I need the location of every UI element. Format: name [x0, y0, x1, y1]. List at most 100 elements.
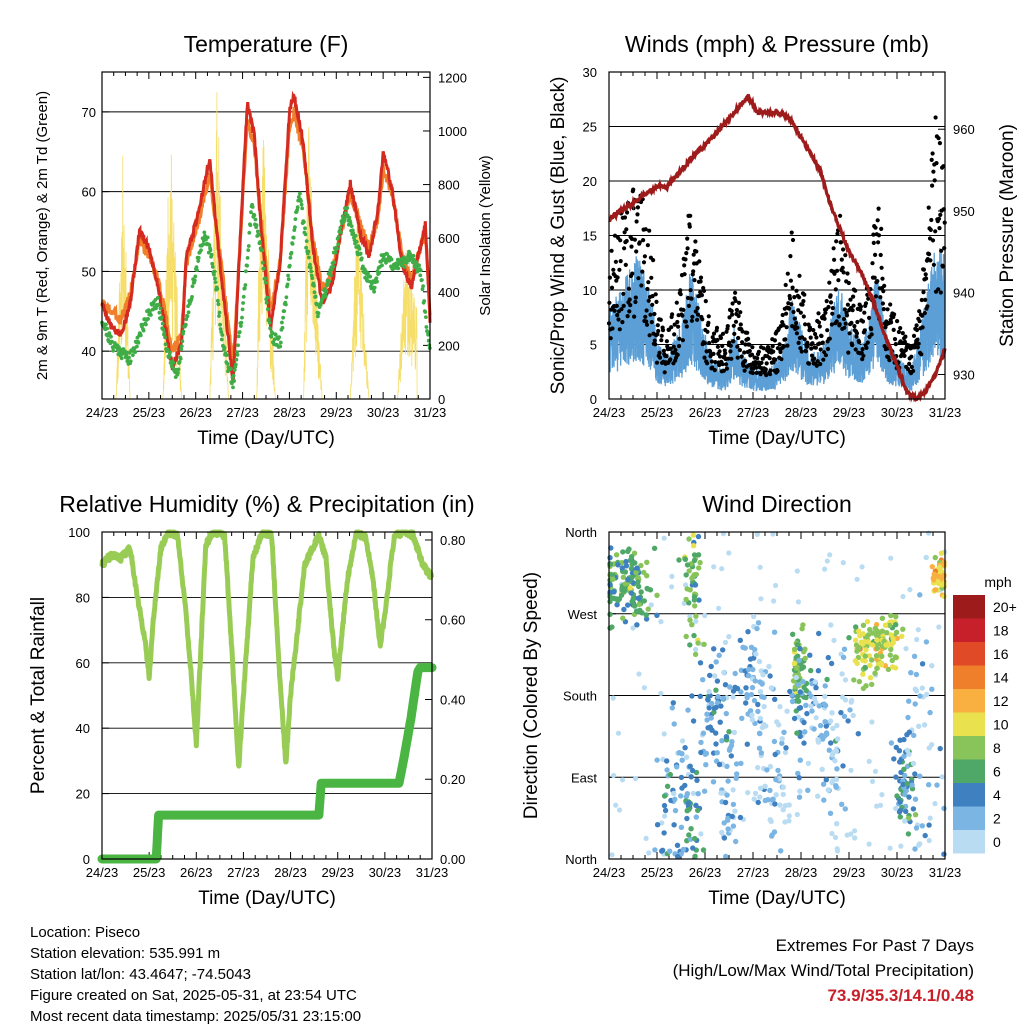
gust-point	[630, 271, 635, 276]
direction-point	[848, 767, 854, 773]
direction-point	[671, 790, 677, 797]
direction-point	[803, 694, 809, 701]
direction-point	[897, 799, 903, 805]
dewpoint-point	[254, 223, 259, 228]
direction-point	[787, 688, 793, 695]
direction-point	[691, 552, 698, 558]
direction-point	[869, 778, 876, 785]
direction-point	[927, 815, 933, 821]
gust-point	[766, 345, 771, 350]
gust-point	[683, 257, 688, 262]
direction-point	[893, 614, 899, 620]
direction-point	[905, 815, 912, 821]
direction-point	[794, 642, 801, 648]
dewpoint-point	[333, 250, 338, 255]
direction-point	[796, 775, 802, 781]
dewpoint-point	[176, 367, 181, 372]
gust-point	[924, 276, 929, 281]
colorbar-label: 10	[993, 717, 1009, 733]
direction-point	[938, 550, 945, 556]
direction-point	[730, 694, 736, 700]
colorbar-swatch	[953, 618, 985, 642]
gust-point	[850, 343, 855, 348]
direction-point	[757, 715, 764, 722]
gust-point	[898, 326, 903, 331]
gust-point	[830, 306, 835, 311]
gust-point	[635, 212, 640, 217]
gust-point	[614, 278, 619, 283]
direction-point	[911, 732, 917, 739]
gust-point	[860, 319, 866, 324]
direction-point	[912, 846, 918, 852]
direction-point	[609, 852, 615, 858]
direction-point	[643, 612, 649, 618]
gust-point	[662, 370, 667, 375]
gust-point	[834, 239, 839, 244]
direction-point	[768, 685, 775, 691]
direction-point	[907, 587, 913, 593]
direction-point	[607, 594, 613, 600]
dewpoint-point	[242, 286, 247, 291]
direction-point	[661, 802, 668, 809]
gust-point	[788, 254, 793, 259]
x-tick-label: 25/23	[133, 865, 166, 880]
gust-point	[873, 294, 879, 299]
colorbar-swatch	[953, 806, 985, 830]
direction-point	[725, 815, 731, 821]
gust-point	[714, 325, 720, 330]
direction-point	[685, 800, 692, 806]
direction-point	[854, 660, 860, 667]
colorbar-swatch	[953, 712, 985, 736]
gust-point	[624, 227, 629, 232]
direction-point	[728, 753, 734, 759]
direction-point	[638, 562, 644, 569]
gust-point	[845, 271, 850, 276]
direction-point	[913, 688, 920, 694]
gust-point	[920, 313, 925, 318]
gust-point	[927, 236, 933, 241]
gust-point	[879, 226, 884, 231]
dewpoint-point	[160, 321, 165, 326]
direction-point	[631, 603, 638, 609]
gust-point	[816, 320, 822, 325]
gust-point	[615, 275, 620, 280]
gust-point	[881, 307, 886, 312]
direction-point	[619, 565, 625, 571]
direction-point	[654, 757, 660, 763]
gust-point	[855, 319, 860, 325]
gust-point	[930, 151, 935, 156]
dewpoint-point	[331, 264, 335, 269]
gust-point	[827, 336, 832, 341]
direction-point	[692, 603, 698, 609]
dewpoint-point	[368, 274, 373, 279]
precip-series	[97, 663, 437, 864]
x-tick-label: 31/23	[929, 405, 962, 420]
gust-point	[723, 351, 728, 356]
gust-point	[726, 356, 731, 361]
gust-point	[735, 344, 740, 349]
dewpoint-point	[278, 340, 283, 345]
direction-point	[910, 760, 917, 767]
direction-point	[899, 633, 905, 639]
gust-point	[737, 348, 743, 353]
y-tick-label: 5	[590, 338, 597, 353]
direction-point	[754, 531, 761, 538]
direction-point	[915, 627, 921, 633]
gust-point	[871, 232, 876, 237]
dewpoint-point	[312, 283, 316, 288]
gust-point	[733, 319, 739, 324]
dewpoint-point	[299, 199, 303, 204]
dewpoint-point	[233, 362, 238, 367]
gust-point	[873, 225, 878, 230]
direction-point	[633, 569, 639, 576]
dewpoint-point	[236, 334, 241, 339]
x-tick-label: 31/23	[929, 865, 962, 880]
dewpoint-point	[105, 326, 109, 331]
gust-point	[676, 344, 682, 349]
gust-point	[863, 301, 869, 306]
gust-point	[702, 341, 708, 346]
gust-point	[814, 335, 819, 340]
gust-point	[673, 347, 678, 353]
gust-point	[846, 350, 851, 355]
